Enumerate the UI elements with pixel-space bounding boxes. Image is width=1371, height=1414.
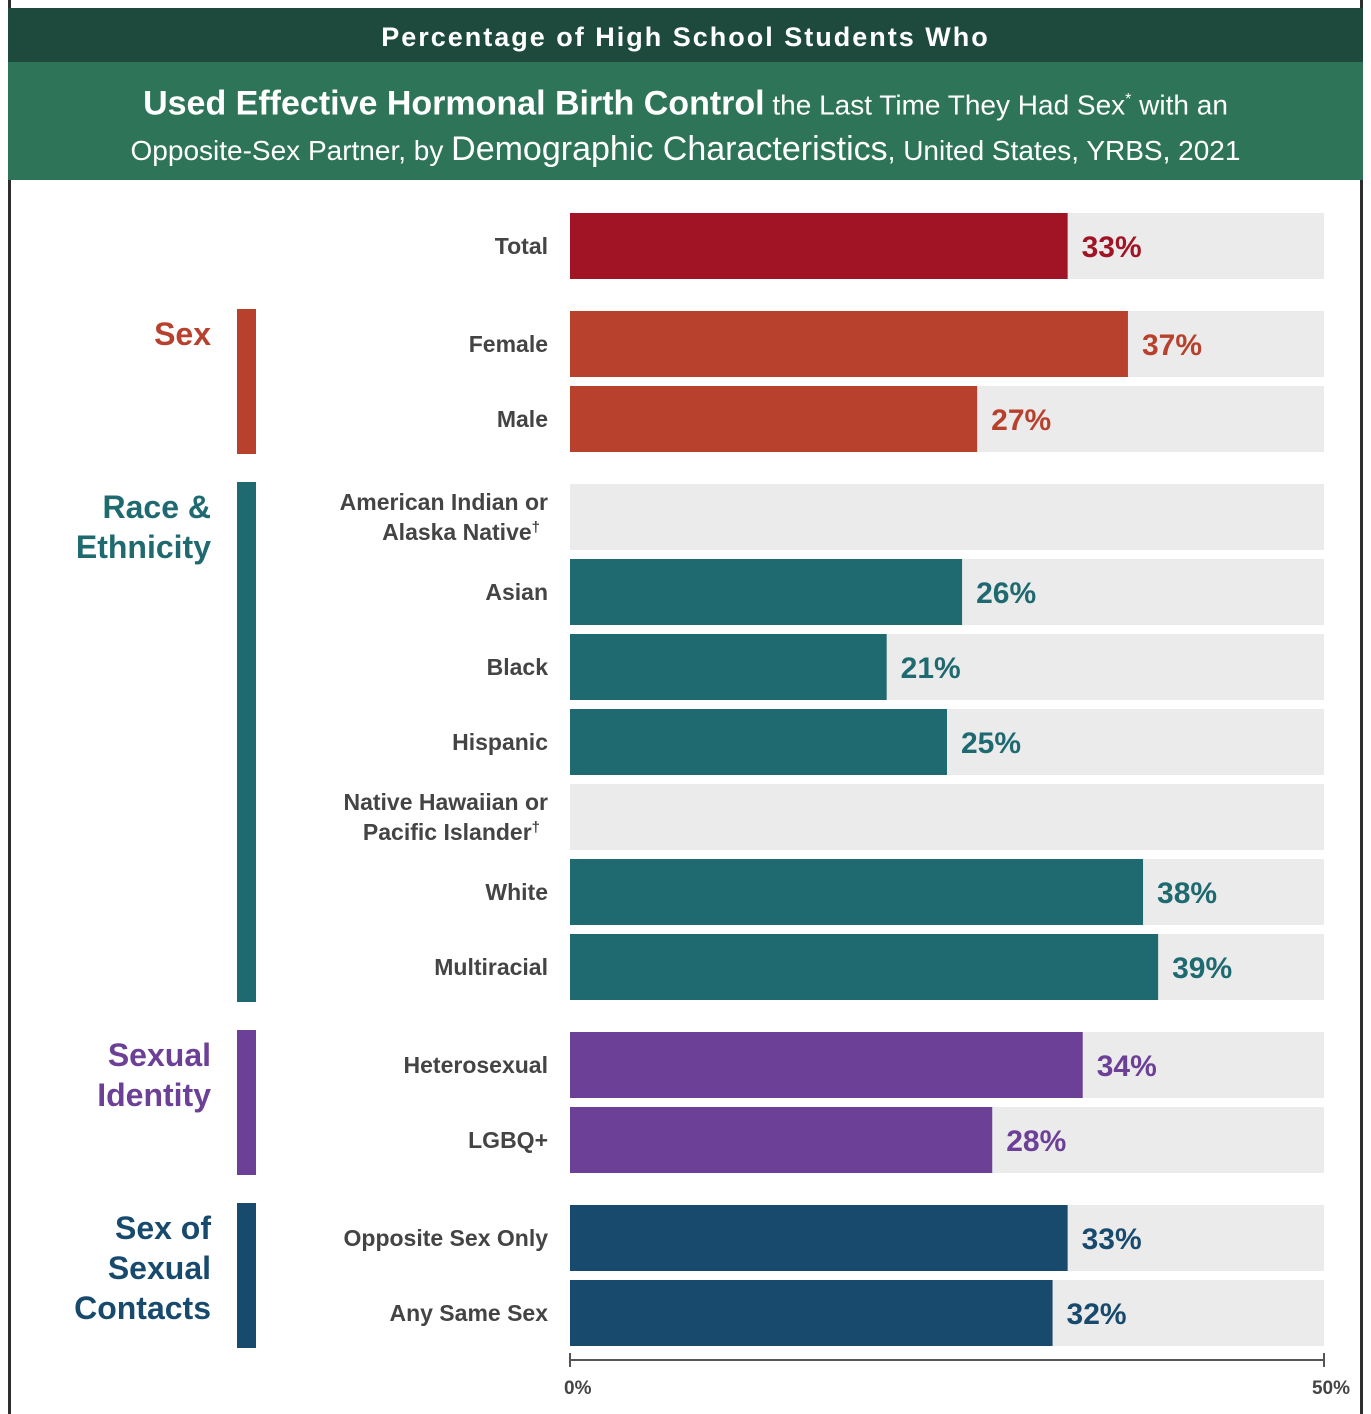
chart-title: Used Effective Hormonal Birth Control th… bbox=[8, 62, 1363, 180]
category-label-asian: Asian bbox=[485, 579, 548, 605]
value-label-male: 27% bbox=[991, 404, 1051, 437]
group-bar-sex bbox=[237, 309, 256, 454]
value-label-lgbq: 28% bbox=[1006, 1125, 1066, 1158]
category-label-black: Black bbox=[487, 654, 549, 680]
title-part4: Opposite-Sex Partner, by bbox=[130, 135, 452, 167]
category-label-white: White bbox=[485, 879, 548, 905]
category-label-hispanic: Hispanic bbox=[452, 729, 548, 755]
group-label-race-ethnicity: Race & Ethnicity bbox=[76, 489, 211, 565]
bar-multiracial bbox=[570, 934, 1159, 1000]
value-label-total: 33% bbox=[1082, 231, 1142, 264]
title-mid: Demographic Characteristics bbox=[451, 130, 888, 169]
group-label-sex-of-sexual-contacts: Sex of Sexual Contacts bbox=[74, 1210, 211, 1326]
bar-opposite-sex-only bbox=[570, 1205, 1068, 1271]
header-subtitle: Percentage of High School Students Who bbox=[8, 8, 1363, 62]
bar-track-native-hawaiian-or-pacific-islander bbox=[570, 784, 1324, 850]
category-label-male: Male bbox=[497, 406, 548, 432]
category-label-total: Total bbox=[495, 233, 548, 259]
title-asterisk: * bbox=[1125, 91, 1132, 108]
category-label-american-indian-or-alaska-native: American Indian or Alaska Native† bbox=[340, 489, 548, 545]
x-tick-label-0: 0% bbox=[564, 1378, 592, 1399]
bar-white bbox=[570, 859, 1144, 925]
value-label-white: 38% bbox=[1157, 877, 1217, 910]
title-part3: with an bbox=[1131, 89, 1228, 121]
value-label-black: 21% bbox=[901, 652, 961, 685]
x-tick-label-50: 50% bbox=[1312, 1378, 1350, 1399]
value-label-heterosexual: 34% bbox=[1097, 1050, 1157, 1083]
value-label-opposite-sex-only: 33% bbox=[1082, 1223, 1142, 1256]
bar-female bbox=[570, 311, 1128, 377]
group-bar-race-ethnicity bbox=[237, 482, 256, 1002]
title-part5: , United States, YRBS, 2021 bbox=[887, 135, 1241, 167]
bar-lgbq bbox=[570, 1107, 993, 1173]
title-bold: Used Effective Hormonal Birth Control bbox=[143, 84, 765, 123]
bar-black bbox=[570, 634, 887, 700]
group-label-sex: Sex bbox=[154, 316, 211, 352]
bar-any-same-sex bbox=[570, 1280, 1053, 1346]
value-label-multiracial: 39% bbox=[1172, 952, 1232, 985]
group-bar-sex-of-sexual-contacts bbox=[237, 1203, 256, 1348]
bar-asian bbox=[570, 559, 963, 625]
group-label-sexual-identity: Sexual Identity bbox=[97, 1037, 211, 1113]
bar-track-american-indian-or-alaska-native bbox=[570, 484, 1324, 550]
category-label-female: Female bbox=[469, 331, 548, 357]
category-label-multiracial: Multiracial bbox=[434, 954, 548, 980]
value-label-hispanic: 25% bbox=[961, 727, 1021, 760]
bar-heterosexual bbox=[570, 1032, 1083, 1098]
value-label-asian: 26% bbox=[976, 577, 1036, 610]
chart-frame bbox=[8, 0, 1363, 1414]
bar-total bbox=[570, 213, 1068, 279]
title-part2: the Last Time They Had Sex bbox=[764, 89, 1126, 121]
value-label-any-same-sex: 32% bbox=[1067, 1298, 1127, 1331]
category-label-lgbq: LGBQ+ bbox=[468, 1127, 548, 1153]
category-label-opposite-sex-only: Opposite Sex Only bbox=[344, 1225, 549, 1251]
category-label-native-hawaiian-or-pacific-islander: Native Hawaiian or Pacific Islander† bbox=[343, 789, 548, 845]
group-bar-sexual-identity bbox=[237, 1030, 256, 1175]
category-label-any-same-sex: Any Same Sex bbox=[389, 1300, 548, 1326]
bar-male bbox=[570, 386, 978, 452]
value-label-female: 37% bbox=[1142, 329, 1202, 362]
bar-hispanic bbox=[570, 709, 947, 775]
category-label-heterosexual: Heterosexual bbox=[404, 1052, 548, 1078]
